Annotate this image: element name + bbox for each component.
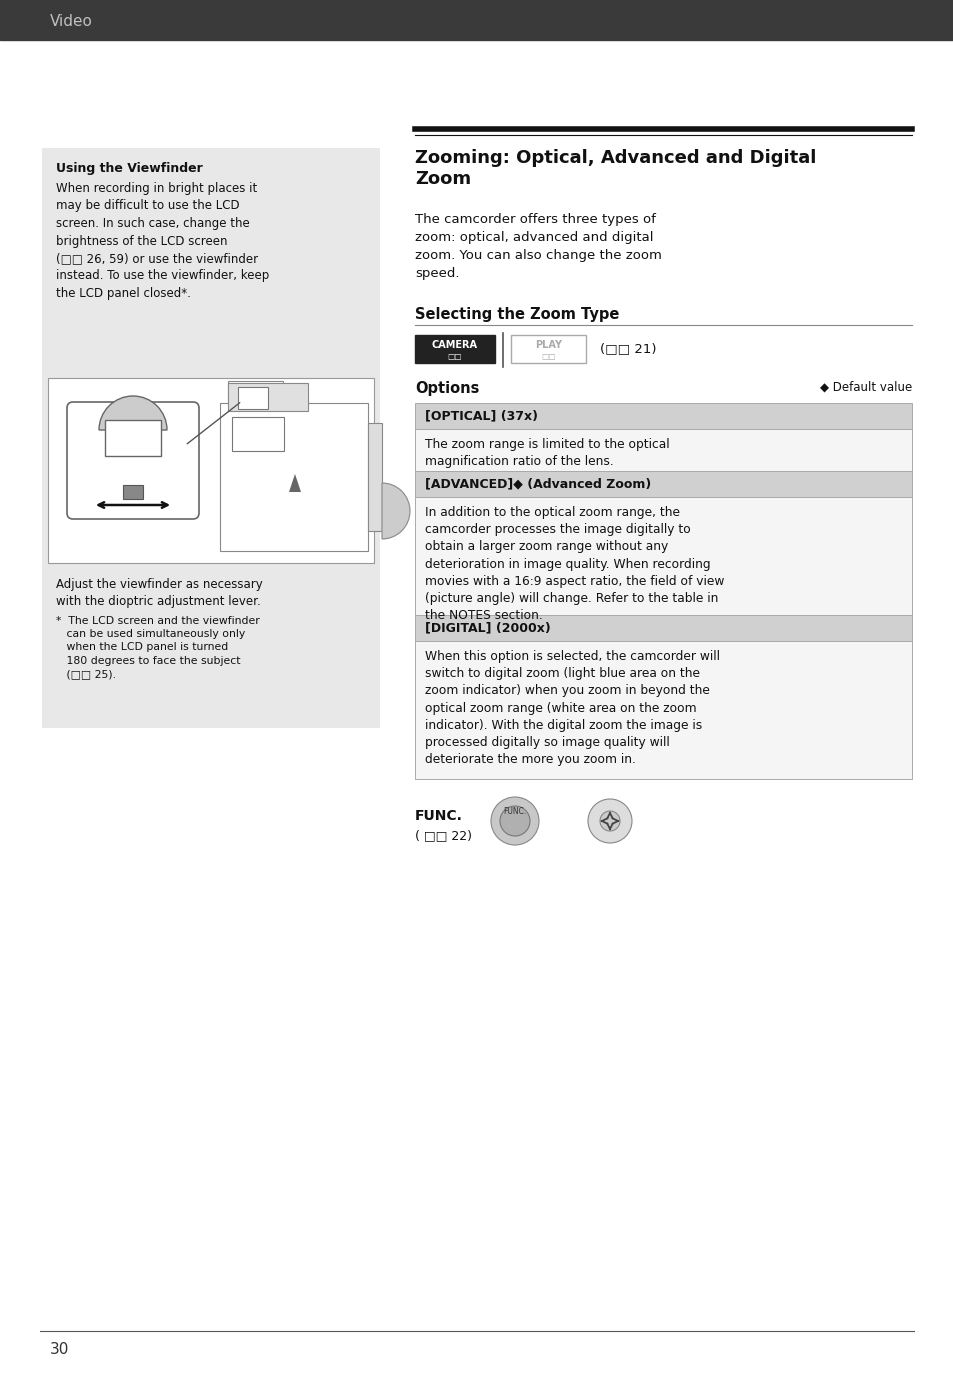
Text: □□: □□: [540, 352, 556, 360]
Text: When recording in bright places it
may be difficult to use the LCD
screen. In su: When recording in bright places it may b…: [56, 182, 269, 301]
Text: The camcorder offers three types of
zoom: optical, advanced and digital
zoom. Yo: The camcorder offers three types of zoom…: [415, 212, 661, 280]
Bar: [415, 472, 911, 496]
Text: [DIGITAL] (2000x): [DIGITAL] (2000x): [424, 622, 550, 634]
Text: *  The LCD screen and the viewfinder
   can be used simultaneously only
   when : * The LCD screen and the viewfinder can …: [56, 616, 259, 678]
Text: Using the Viewfinder: Using the Viewfinder: [56, 161, 203, 175]
Bar: [368, 423, 381, 531]
Text: [OPTICAL] (37x): [OPTICAL] (37x): [424, 410, 537, 422]
Bar: [511, 335, 585, 363]
Text: When this option is selected, the camcorder will
switch to digital zoom (light b: When this option is selected, the camcor…: [424, 650, 720, 767]
Bar: [48, 378, 374, 563]
Text: [ADVANCED]◆ (Advanced Zoom): [ADVANCED]◆ (Advanced Zoom): [424, 477, 651, 491]
Polygon shape: [289, 474, 301, 492]
Bar: [232, 416, 284, 451]
Bar: [415, 615, 911, 641]
Bar: [237, 387, 268, 410]
Circle shape: [499, 805, 530, 836]
Text: Video: Video: [50, 14, 92, 29]
Wedge shape: [99, 396, 167, 430]
Text: ◆ Default value: ◆ Default value: [819, 381, 911, 394]
Bar: [123, 485, 143, 499]
Text: Adjust the viewfinder as necessary
with the dioptric adjustment lever.: Adjust the viewfinder as necessary with …: [56, 578, 262, 608]
Bar: [220, 403, 368, 552]
Text: 30: 30: [50, 1342, 70, 1357]
Bar: [415, 403, 911, 429]
FancyBboxPatch shape: [67, 403, 199, 519]
Text: FUNC.: FUNC.: [415, 809, 462, 823]
Bar: [415, 335, 495, 363]
Text: FUNC.: FUNC.: [503, 807, 526, 815]
Text: Selecting the Zoom Type: Selecting the Zoom Type: [415, 308, 618, 323]
Bar: [0, 0, 953, 40]
Bar: [105, 419, 161, 455]
Text: In addition to the optical zoom range, the
camcorder processes the image digital: In addition to the optical zoom range, t…: [424, 506, 723, 622]
Bar: [42, 148, 379, 728]
Bar: [415, 641, 911, 779]
Text: The zoom range is limited to the optical
magnification ratio of the lens.: The zoom range is limited to the optical…: [424, 439, 669, 469]
Text: ( □□ 22): ( □□ 22): [415, 829, 472, 843]
Text: Zooming: Optical, Advanced and Digital
Zoom: Zooming: Optical, Advanced and Digital Z…: [415, 149, 816, 189]
Bar: [415, 496, 911, 615]
Text: PLAY: PLAY: [535, 339, 561, 350]
Wedge shape: [381, 483, 410, 539]
Text: Options: Options: [415, 381, 478, 396]
Bar: [228, 383, 308, 411]
Circle shape: [491, 797, 538, 845]
Text: (□□ 21): (□□ 21): [599, 342, 656, 356]
Text: CAMERA: CAMERA: [432, 339, 477, 350]
Circle shape: [599, 811, 619, 832]
Circle shape: [587, 798, 631, 843]
Text: □□: □□: [447, 352, 462, 360]
Bar: [228, 381, 283, 403]
Bar: [415, 429, 911, 472]
